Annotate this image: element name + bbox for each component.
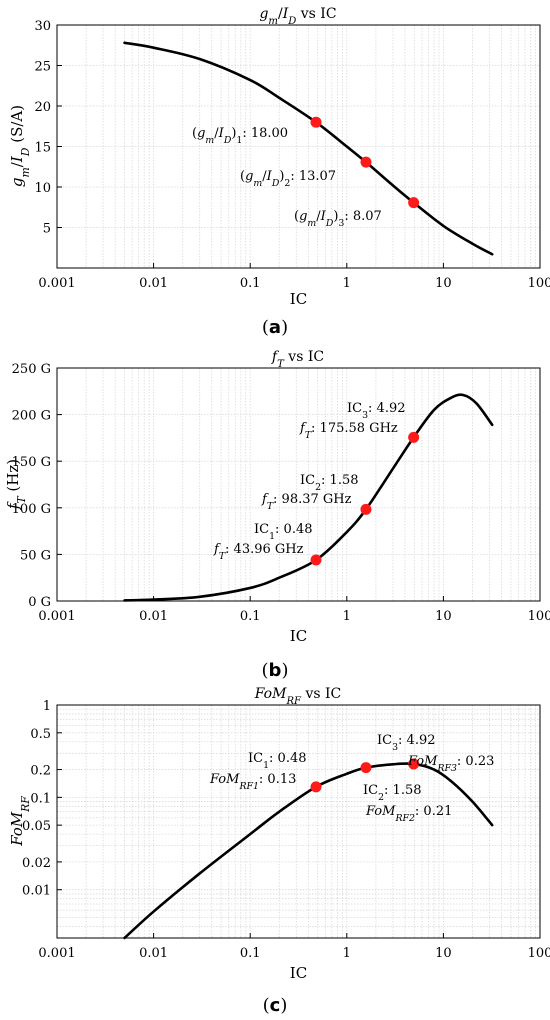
- y-tick-label: 0.02: [22, 856, 51, 871]
- grid: [57, 705, 540, 938]
- grid: [57, 368, 540, 601]
- data-curve: [123, 762, 494, 940]
- chart-panel-1: 0.001 0.01 0.1 1 10 100 5 10 15 20 25 30 IC gm/ID vs …: [8, 6, 550, 308]
- x-tick-label: 1: [343, 946, 351, 961]
- y-axis-label: gm/ID (S/A): [8, 105, 32, 187]
- y-tick-label: 0.5: [30, 727, 51, 742]
- y-tick-label: 0.2: [30, 764, 51, 779]
- y-tick-label: 0.01: [22, 884, 51, 899]
- y-tick-label: 150 G: [12, 455, 51, 470]
- chart-title: FoMRF vs IC: [254, 686, 342, 707]
- x-tick-label: 0.001: [38, 276, 75, 291]
- y-tick-label: 50 G: [20, 548, 51, 563]
- subfigure-label: (c): [263, 995, 288, 1016]
- x-axis-label: IC: [290, 290, 307, 308]
- x-tick-label: 10: [435, 276, 452, 291]
- data-point-marker: [360, 503, 372, 515]
- annotation-ft-3: fT: 175.58 GHz: [299, 421, 398, 441]
- x-tick-label: 0.01: [139, 946, 168, 961]
- chart-title: fT vs IC: [271, 349, 324, 370]
- data-point-marker: [310, 116, 322, 128]
- y-tick-label: 15: [34, 141, 51, 156]
- y-tick-label: 1: [43, 699, 51, 714]
- y-axis-label: FoMRF: [8, 796, 32, 847]
- y-tick-label: 0.05: [22, 819, 51, 834]
- y-tick-label: 0.1: [30, 791, 51, 806]
- data-point-marker: [360, 762, 372, 774]
- subfigure-label: (a): [262, 317, 288, 338]
- y-tick-label: 200 G: [12, 409, 51, 424]
- y-tick-label: 0 G: [28, 595, 51, 610]
- data-point-marker: [408, 197, 420, 209]
- annotation-ft-2: fT: 98.37 GHz: [261, 492, 352, 512]
- annotation-fom-1: FoMRF1: 0.13: [209, 772, 296, 792]
- chart-panel-3: 0.001 0.01 0.1 1 10 100 0.01 0.02 0.05 0.1 0.2 0.5 1…: [8, 686, 550, 982]
- annotation-fom-2: FoMRF2: 0.21: [365, 804, 452, 824]
- y-tick-label: 25: [34, 60, 51, 75]
- data-point-marker: [310, 554, 322, 566]
- annotation-fom-3: FoMRF3: 0.23: [407, 754, 494, 774]
- x-tick-label: 1: [343, 276, 351, 291]
- annotation-ic-2: IC2: 1.58: [363, 783, 422, 803]
- x-tick-label: 100: [528, 276, 550, 291]
- x-tick-label: 0.1: [240, 946, 261, 961]
- subfigure-label: (b): [262, 660, 289, 681]
- annotation-ic-1: IC1: 0.48: [248, 751, 307, 771]
- grid: [57, 25, 540, 268]
- plot-frame: [56, 367, 541, 602]
- annotation-gmid-2: (gm/ID)2: 13.07: [240, 169, 336, 189]
- y-tick-label: 10: [34, 181, 51, 196]
- y-tick-label: 250 G: [12, 362, 51, 377]
- x-tick-label: 0.001: [38, 946, 75, 961]
- data-point-marker: [360, 156, 372, 168]
- x-tick-label: 0.001: [38, 609, 75, 624]
- data-curve: [123, 41, 494, 256]
- y-tick-label: 5: [43, 222, 51, 237]
- annotation-gmid-1: (gm/ID)1: 18.00: [192, 126, 288, 146]
- data-point-marker: [408, 758, 420, 770]
- x-tick-label: 10: [435, 946, 452, 961]
- x-tick-label: 0.1: [240, 609, 261, 624]
- x-tick-label: 0.01: [139, 609, 168, 624]
- chart-title: gm/ID vs IC: [259, 6, 336, 27]
- annotation-ic-3: IC3: 4.92: [377, 733, 436, 753]
- x-tick-label: 10: [435, 609, 452, 624]
- plot-frame: [56, 704, 541, 939]
- y-axis-label: fT (Hz): [4, 459, 28, 510]
- annotation-ic-1: IC1: 0.48: [254, 522, 313, 542]
- y-tick-label: 30: [34, 19, 51, 34]
- x-tick-label: 1: [343, 609, 351, 624]
- x-tick-label: 0.1: [240, 276, 261, 291]
- x-tick-label: 100: [528, 946, 550, 961]
- annotation-gmid-3: (gm/ID)3: 8.07: [294, 209, 382, 229]
- annotation-ic-3: IC3: 4.92: [347, 401, 406, 421]
- x-axis-label: IC: [290, 627, 307, 645]
- x-axis-label: IC: [290, 964, 307, 982]
- x-tick-label: 0.01: [139, 276, 168, 291]
- x-tick-label: 100: [528, 609, 550, 624]
- annotation-ft-1: fT: 43.96 GHz: [213, 542, 304, 562]
- annotation-ic-2: IC2: 1.58: [300, 473, 359, 493]
- data-point-marker: [310, 781, 322, 793]
- y-tick-label: 100 G: [12, 502, 51, 517]
- data-point-marker: [408, 431, 420, 443]
- chart-panel-2: 0.001 0.01 0.1 1 10 100 0 G 50 G 100 G 150 G 200 G…: [4, 349, 550, 645]
- y-tick-label: 20: [34, 100, 51, 115]
